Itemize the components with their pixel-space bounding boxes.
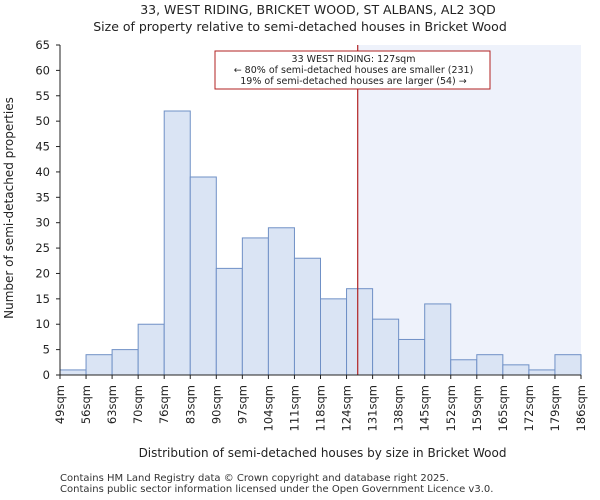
footer-line-1: Contains HM Land Registry data © Crown c…: [60, 473, 449, 484]
y-tick-label: 60: [35, 63, 50, 77]
chart-subtitle: Size of property relative to semi-detach…: [93, 19, 507, 34]
x-tick-label: 179sqm: [548, 385, 562, 431]
x-ticks-group: 49sqm 56sqm 63sqm 70sqm 76sqm 83sqm 90sqm 97sqm…: [53, 375, 588, 431]
bar-159sqm: [476, 354, 504, 376]
bar-124sqm: [346, 288, 374, 376]
bar-111sqm: [293, 257, 322, 376]
y-tick-label: 35: [35, 190, 50, 204]
bar-145sqm: [424, 303, 452, 376]
y-tick-label: 25: [35, 241, 50, 255]
x-tick-label: 83sqm: [183, 385, 197, 424]
bar-152sqm: [450, 359, 478, 376]
y-tick-label: 50: [35, 114, 50, 128]
y-ticks-group: 0 5 10 15 20 25 30 35 40 45 50 55 60 65: [35, 38, 60, 382]
x-tick-label: 63sqm: [105, 385, 119, 424]
x-tick-label: 172sqm: [522, 385, 536, 431]
annotation-border: [214, 50, 491, 90]
x-tick-label: 56sqm: [79, 385, 93, 424]
x-tick-label: 97sqm: [235, 385, 249, 424]
y-tick-label: 40: [35, 165, 50, 179]
x-tick-label: 104sqm: [261, 385, 275, 431]
y-axis-label: Number of semi-detached properties: [2, 97, 16, 319]
annotation-line-3: 19% of semi-detached houses are larger (…: [240, 76, 467, 87]
bar-49sqm: [59, 369, 87, 376]
x-tick-label: 76sqm: [157, 385, 171, 424]
x-tick-label: 49sqm: [53, 385, 67, 424]
bar-97sqm: [241, 237, 269, 376]
chart-title: 33, WEST RIDING, BRICKET WOOD, ST ALBANS…: [140, 2, 496, 17]
footer-line-2: Contains public sector information licen…: [60, 484, 494, 495]
x-tick-label: 70sqm: [131, 385, 145, 424]
x-tick-label: 145sqm: [418, 385, 432, 431]
x-axis-label: Distribution of semi-detached houses by …: [139, 446, 507, 460]
y-tick-label: 0: [43, 368, 50, 382]
annotation-line-2: ← 80% of semi-detached houses are smalle…: [234, 65, 474, 76]
bars-group: [59, 110, 582, 376]
annotation-line-1: 33 WEST RIDING: 127sqm: [292, 54, 416, 65]
annotation-box: 33 WEST RIDING: 127sqm ← 80% of semi-det…: [214, 50, 491, 90]
x-tick-label: 138sqm: [392, 385, 406, 431]
bar-70sqm: [137, 323, 165, 376]
x-tick-label: 152sqm: [444, 385, 458, 431]
bar-76sqm: [163, 110, 191, 376]
x-tick-label: 111sqm: [287, 385, 301, 431]
bar-138sqm: [398, 338, 426, 376]
y-tick-label: 45: [35, 140, 50, 154]
x-tick-label: 124sqm: [340, 385, 354, 431]
bar-83sqm: [189, 176, 217, 376]
bar-63sqm: [111, 349, 139, 376]
x-tick-label: 159sqm: [470, 385, 484, 431]
x-tick-label: 118sqm: [314, 385, 328, 431]
x-tick-label: 131sqm: [366, 385, 380, 431]
y-tick-label: 20: [35, 266, 50, 280]
x-tick-label: 90sqm: [209, 385, 223, 424]
x-tick-label: 165sqm: [496, 385, 510, 431]
y-tick-label: 5: [43, 343, 50, 357]
bar-118sqm: [320, 298, 348, 376]
y-tick-label: 10: [35, 317, 50, 331]
bar-90sqm: [215, 267, 243, 376]
y-tick-label: 15: [35, 292, 50, 306]
bar-179sqm: [554, 354, 582, 376]
bar-172sqm: [528, 369, 556, 376]
bar-56sqm: [85, 354, 113, 376]
y-tick-label: 55: [35, 89, 50, 103]
bar-104sqm: [267, 227, 295, 376]
bar-131sqm: [372, 318, 400, 376]
y-tick-label: 65: [35, 38, 50, 52]
bar-165sqm: [502, 364, 530, 376]
y-tick-label: 30: [35, 216, 50, 230]
x-tick-label: 186sqm: [574, 385, 588, 431]
